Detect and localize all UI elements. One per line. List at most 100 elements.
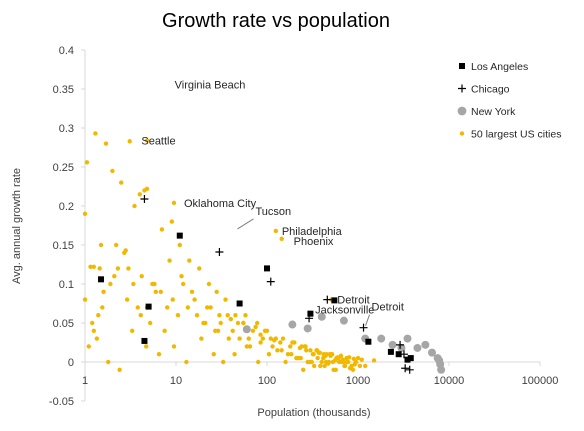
legend-label: Los Angeles xyxy=(471,61,528,73)
x-tick-label: 10000 xyxy=(434,375,465,387)
50-largest-us-cities-point xyxy=(268,336,273,341)
50-largest-us-cities-point xyxy=(290,340,295,345)
50-largest-us-cities-point xyxy=(197,266,202,271)
50-largest-us-cities-point xyxy=(339,359,344,365)
x-tick-label: 1000 xyxy=(346,375,370,387)
50-largest-us-cities-point xyxy=(214,289,219,294)
50-largest-us-cities-point xyxy=(237,336,242,341)
50-largest-us-cities-point xyxy=(228,316,233,322)
50-largest-us-cities-point xyxy=(318,363,323,369)
50-largest-us-cities-point xyxy=(311,363,317,369)
50-largest-us-cities-point xyxy=(266,352,272,357)
annotation-leader xyxy=(365,314,370,326)
50-largest-us-cities-point xyxy=(363,363,368,369)
50-largest-us-cities-point xyxy=(187,258,192,263)
50-largest-us-cities-point xyxy=(285,352,291,357)
y-tick-label: 0.1 xyxy=(59,279,74,291)
50-largest-us-cities-point xyxy=(255,359,261,365)
x-axis-label: Population (thousands) xyxy=(257,407,370,419)
legend-marker xyxy=(459,63,465,69)
y-tick-label: 0.2 xyxy=(59,201,74,213)
50-largest-us-cities-point xyxy=(350,367,356,372)
50-largest-us-cities-point xyxy=(342,363,347,369)
50-largest-us-cities-point xyxy=(217,313,222,318)
50-largest-us-cities-point xyxy=(235,320,241,326)
50-largest-us-cities-point xyxy=(294,355,299,361)
annotation-label: Phoenix xyxy=(294,236,334,248)
new-york-point xyxy=(388,340,397,349)
y-tick-label: 0.4 xyxy=(59,45,74,57)
y-tick-label: 0.05 xyxy=(53,318,74,330)
50-largest-us-cities-point xyxy=(135,305,140,310)
50-largest-us-cities-point xyxy=(117,367,122,372)
50-largest-us-cities-point xyxy=(127,139,132,144)
50-largest-us-cities-point xyxy=(351,356,357,362)
50-largest-us-cities-point xyxy=(112,274,117,279)
new-york-point xyxy=(339,316,348,325)
50-largest-us-cities-point xyxy=(258,332,263,337)
50-largest-us-cities-point xyxy=(226,336,231,341)
50-largest-us-cities-point xyxy=(336,355,341,361)
chicago-point xyxy=(359,323,368,332)
50-largest-us-cities-point xyxy=(230,328,235,333)
50-largest-us-cities-point xyxy=(208,305,213,310)
50-largest-us-cities-point xyxy=(298,355,303,361)
50-largest-us-cities-point xyxy=(353,359,359,365)
50-largest-us-cities-point xyxy=(167,258,172,263)
new-york-point xyxy=(397,343,406,352)
50-largest-us-cities-point xyxy=(218,320,223,326)
los-angeles-point xyxy=(98,276,105,283)
50-largest-us-cities-point xyxy=(333,367,338,372)
legend-marker xyxy=(459,131,465,136)
50-largest-us-cities-point xyxy=(199,336,204,341)
50-largest-us-cities-point xyxy=(253,324,258,330)
50-largest-us-cities-point xyxy=(143,344,149,349)
50-largest-us-cities-point xyxy=(110,168,115,174)
50-largest-us-cities-point xyxy=(101,289,106,294)
chicago-point xyxy=(401,364,410,373)
50-largest-us-cities-point xyxy=(323,359,329,365)
annotation-label: Jacksonville xyxy=(315,304,374,316)
50-largest-us-cities-point xyxy=(327,352,333,357)
50-largest-us-cities-point xyxy=(185,305,191,310)
50-largest-us-cities-point xyxy=(278,340,283,345)
annotation-label: Seattle xyxy=(141,135,175,147)
new-york-point xyxy=(421,340,430,349)
annotation-label: Tucson xyxy=(255,206,291,218)
50-largest-us-cities-point xyxy=(279,236,284,241)
50-largest-us-cities-point xyxy=(131,281,136,287)
axes: -0.05 0 0.05 0.1 0.15 0.2 0.25 0.3 0.35 0.4 1 10 100… xyxy=(49,45,558,408)
los-angeles-point xyxy=(264,265,270,272)
50-largest-us-cities-point xyxy=(211,352,216,357)
50-largest-us-cities-point xyxy=(289,352,294,357)
50-largest-us-cities-point xyxy=(232,352,237,357)
legend: Los Angeles Chicago New York 50 largest US … xyxy=(457,61,561,141)
los-angeles-point xyxy=(404,356,411,363)
new-york-point xyxy=(317,312,326,321)
los-angeles-point xyxy=(307,310,314,317)
annotations: Virginia Beach Seattle Oklahoma CityTucson… xyxy=(141,79,404,326)
50-largest-us-cities-point xyxy=(311,352,316,357)
50-largest-us-cities-point xyxy=(90,320,95,326)
50-largest-us-cities-point xyxy=(100,305,105,310)
annotation-label: Virginia Beach xyxy=(175,79,246,91)
50-largest-us-cities-point xyxy=(189,289,195,294)
50-largest-us-cities-point xyxy=(123,248,128,253)
50-largest-us-cities-point xyxy=(225,313,230,318)
annotation-label: Detroit xyxy=(372,302,404,314)
50-largest-us-cities-point xyxy=(204,305,210,310)
50-largest-us-cities-point xyxy=(371,358,377,363)
50-largest-us-cities-point xyxy=(132,203,137,209)
50-largest-us-cities-point xyxy=(246,336,251,341)
50-largest-us-cities-point xyxy=(258,340,263,345)
x-tick-label: 1 xyxy=(82,375,88,387)
los-angeles-point xyxy=(365,338,372,345)
50-largest-us-cities-point xyxy=(152,281,157,287)
y-tick-label: 0.3 xyxy=(59,123,74,135)
50-largest-us-cities-point xyxy=(243,313,248,318)
50-largest-us-cities-point xyxy=(91,264,97,270)
50-largest-us-cities-point xyxy=(322,363,327,369)
50-largest-us-cities-point xyxy=(159,227,165,232)
